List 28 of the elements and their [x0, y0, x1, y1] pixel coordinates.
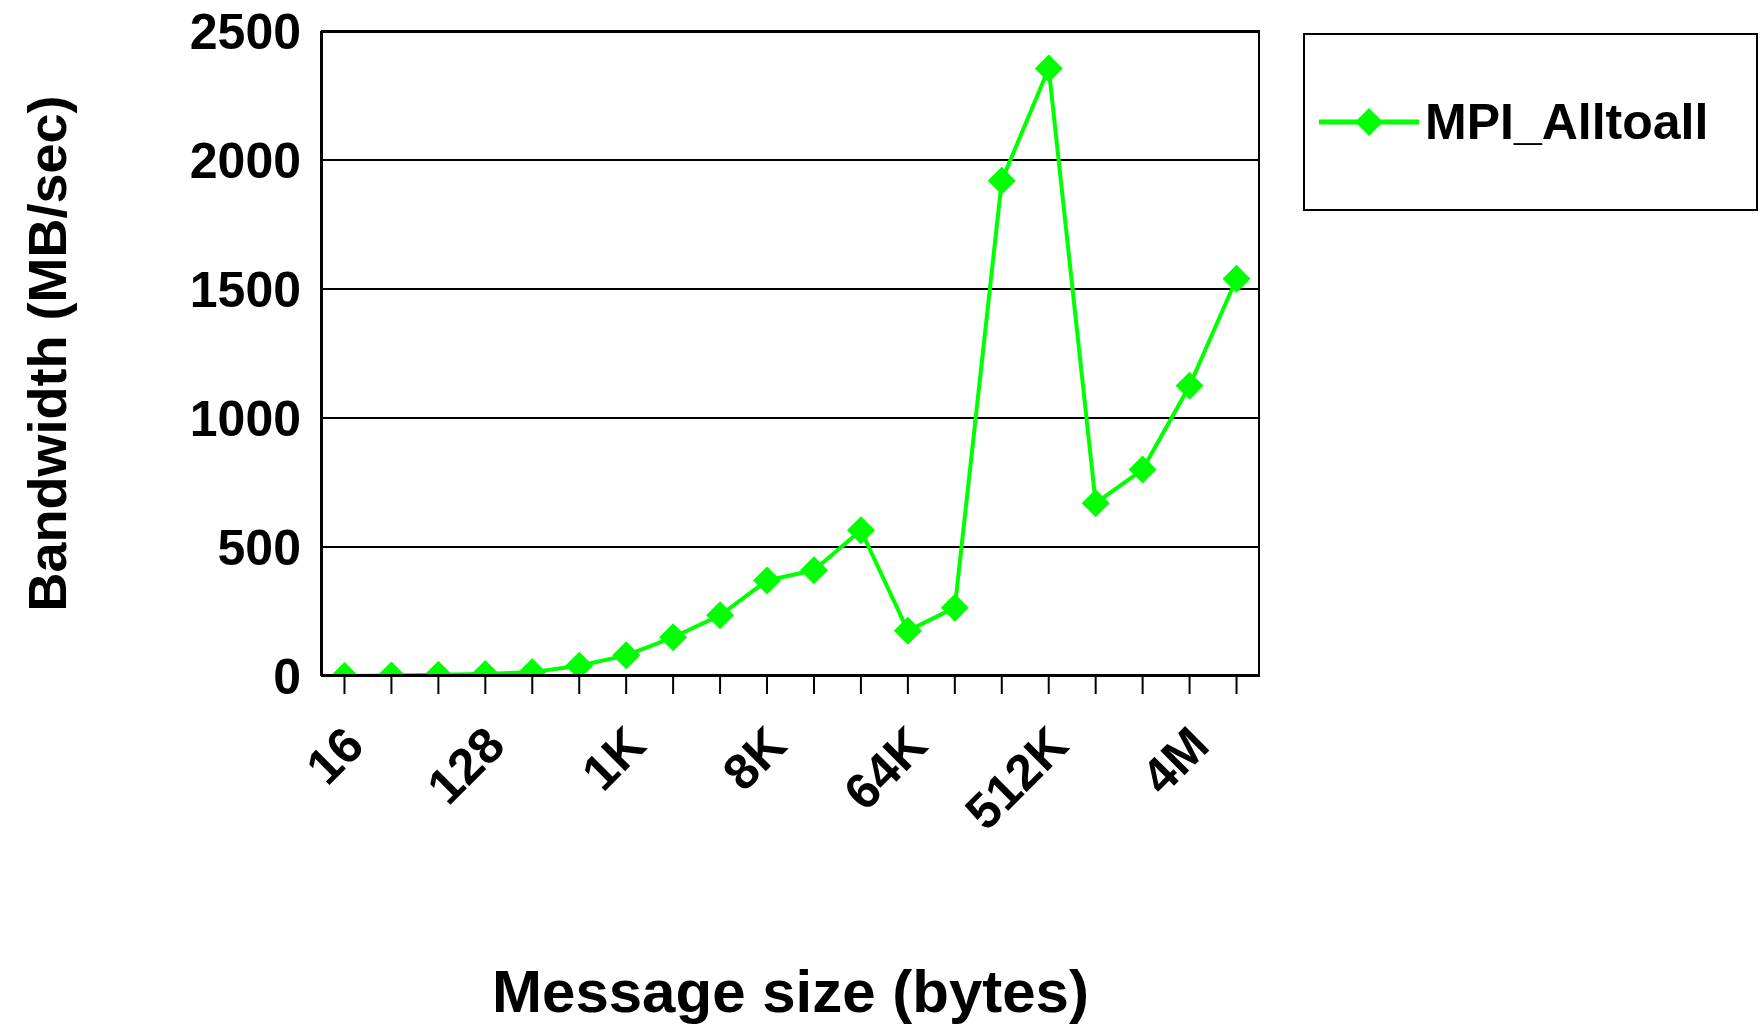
point	[659, 623, 688, 652]
legend-label: MPI_Alltoall	[1425, 93, 1709, 151]
y-tick-label: 1000	[189, 390, 301, 447]
y-tick-label: 2500	[189, 3, 301, 60]
point	[706, 601, 735, 630]
point	[1081, 489, 1110, 518]
x-tick-label: 4M	[1130, 716, 1220, 805]
point	[1034, 54, 1063, 83]
x-tick-label: 16	[295, 716, 375, 796]
point	[940, 593, 969, 622]
x-tick-label: 128	[416, 716, 516, 815]
point	[846, 516, 875, 545]
point	[987, 166, 1016, 195]
y-tick-label: 0	[273, 648, 301, 705]
y-axis-title: Bandwidth (MB/sec)	[17, 95, 77, 612]
x-tick-label: 8K	[712, 716, 797, 801]
point	[799, 556, 828, 585]
point	[1175, 371, 1204, 400]
point	[893, 616, 922, 645]
point	[612, 641, 641, 670]
y-tick-label: 2000	[189, 132, 301, 189]
y-tick-label: 1500	[189, 261, 301, 318]
point	[753, 566, 782, 595]
point	[1128, 455, 1157, 484]
x-tick-label: 1K	[571, 716, 656, 801]
x-tick-label: 64K	[833, 716, 938, 821]
point	[1222, 264, 1251, 293]
y-tick-label: 500	[217, 519, 301, 576]
